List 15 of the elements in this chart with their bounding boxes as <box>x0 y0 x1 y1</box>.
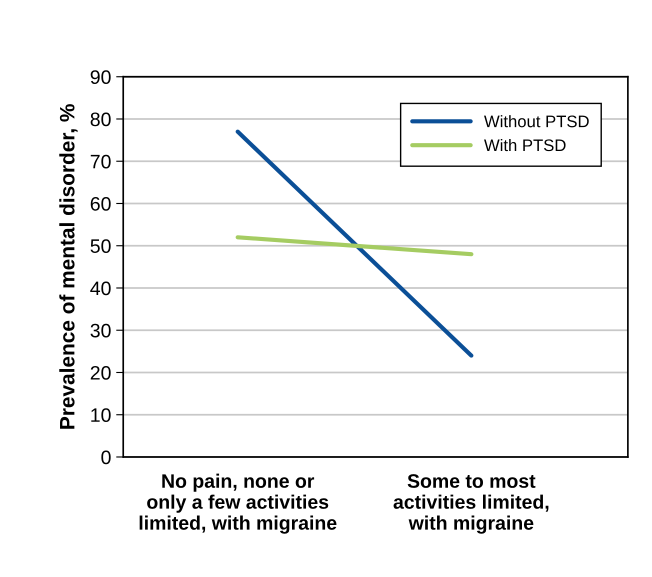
y-tick-label: 90 <box>90 70 111 84</box>
legend-label: Without PTSD <box>484 115 589 128</box>
x-tick-label: No pain, none or only a few activities limited, with migraine <box>140 474 336 534</box>
y-tick-label: 50 <box>90 239 111 253</box>
y-tick-label: 20 <box>90 366 111 380</box>
y-axis-title: Prevalence of mental disorder, % <box>59 104 78 429</box>
y-tick-label: 0 <box>101 450 111 464</box>
x-tick-label: Some to most activities limited, with migraine <box>394 474 548 534</box>
y-tick-label: 30 <box>90 324 111 338</box>
y-tick-label: 80 <box>90 112 111 126</box>
y-tick-label: 60 <box>90 196 111 211</box>
y-tick-label: 70 <box>90 154 111 168</box>
y-tick-label: 10 <box>91 408 111 422</box>
legend-label: With PTSD <box>484 138 566 152</box>
y-tick-label: 40 <box>90 281 111 296</box>
